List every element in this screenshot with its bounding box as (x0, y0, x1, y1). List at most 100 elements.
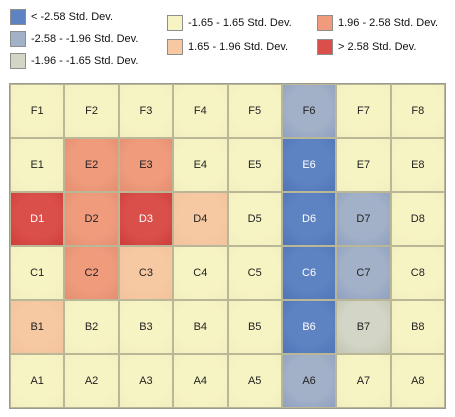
cell-label: F3 (139, 105, 153, 117)
legend-item: > 2.58 Std. Dev. (317, 38, 416, 56)
grid-cell-e7: E7 (336, 138, 391, 192)
cell-label: F4 (193, 105, 207, 117)
cell-label: D1 (30, 213, 45, 225)
cell-label: E5 (247, 159, 262, 171)
cell-label: B3 (139, 321, 153, 333)
legend-swatch (317, 39, 333, 55)
legend-label: -1.96 - -1.65 Std. Dev. (31, 55, 139, 67)
grid-cell-e2: E2 (64, 138, 119, 192)
grid-cell-a7: A7 (336, 354, 391, 408)
legend-label: 1.96 - 2.58 Std. Dev. (338, 17, 439, 29)
grid-cell-a1: A1 (10, 354, 65, 408)
legend-label: > 2.58 Std. Dev. (338, 41, 417, 53)
grid-cell-b3: B3 (118, 300, 174, 354)
grid-cell-a3: A3 (118, 354, 174, 408)
cell-label: E3 (139, 159, 153, 171)
grid-cell-b4: B4 (173, 300, 228, 354)
grid-cell-f1: F1 (10, 84, 65, 138)
grid-cell-f5: F5 (227, 84, 282, 138)
cell-label: F6 (302, 105, 316, 117)
grid-cell-d7: D7 (336, 192, 391, 246)
cell-label: D2 (84, 213, 99, 225)
grid-cell-d3: D3 (118, 192, 174, 246)
cell-label: F5 (248, 105, 262, 117)
cell-label: F8 (411, 105, 425, 117)
grid-cell-e8: E8 (390, 138, 445, 192)
cell-label: D5 (247, 213, 262, 225)
grid-cell-c2: C2 (64, 246, 119, 300)
legend-swatch (10, 9, 26, 25)
legend-swatch (167, 39, 183, 55)
cell-label: D3 (138, 213, 153, 225)
cell-label: C6 (302, 267, 317, 279)
legend-swatch (317, 15, 333, 31)
cell-label: D6 (302, 213, 317, 225)
grid-cell-f6: F6 (281, 84, 337, 138)
grid-cell-f7: F7 (336, 84, 391, 138)
legend-label: < -2.58 Std. Dev. (31, 11, 114, 23)
grid-cell-c3: C3 (118, 246, 174, 300)
grid-cell-d5: D5 (227, 192, 282, 246)
grid-cell-a6: A6 (281, 354, 337, 408)
grid-cell-c6: C6 (281, 246, 337, 300)
cell-label: D8 (410, 213, 425, 225)
grid-cell-a5: A5 (227, 354, 282, 408)
grid-cell-b2: B2 (64, 300, 119, 354)
legend-item: < -2.58 Std. Dev. (10, 8, 113, 26)
grid-cell-a8: A8 (390, 354, 445, 408)
cell-label: A1 (30, 375, 44, 387)
legend-label: -2.58 - -1.96 Std. Dev. (31, 33, 139, 45)
legend-item: -2.58 - -1.96 Std. Dev. (10, 30, 138, 48)
grid-cell-e6: E6 (281, 138, 337, 192)
cell-label: C7 (356, 267, 371, 279)
cell-label: B7 (356, 321, 371, 333)
grid-cell-a4: A4 (173, 354, 228, 408)
grid-cell-e5: E5 (227, 138, 282, 192)
grid-cell-f3: F3 (118, 84, 174, 138)
cell-label: E2 (84, 159, 99, 171)
grid-cell-f2: F2 (64, 84, 119, 138)
grid-cell-d6: D6 (281, 192, 337, 246)
cell-label: A8 (411, 375, 425, 387)
cell-label: A4 (193, 375, 208, 387)
grid-cell-b7: B7 (336, 300, 391, 354)
grid-cell-c4: C4 (173, 246, 228, 300)
cell-label: E7 (356, 159, 371, 171)
cell-label: C5 (247, 267, 262, 279)
cell-label: B6 (302, 321, 316, 333)
grid-cell-d8: D8 (390, 192, 445, 246)
legend-item: -1.65 - 1.65 Std. Dev. (167, 14, 292, 32)
cell-label: B8 (411, 321, 425, 333)
grid-cell-d2: D2 (64, 192, 119, 246)
grid-cell-b5: B5 (227, 300, 282, 354)
cell-label: B4 (193, 321, 208, 333)
cell-label: C3 (138, 267, 153, 279)
grid-cell-f8: F8 (390, 84, 445, 138)
cell-label: E8 (411, 159, 425, 171)
cell-label: C4 (193, 267, 208, 279)
grid-map: F1 F2 F3 F4 F5 F6 F7 F8 E1 E2 E3 E4 E5 E6 E7 E8 D1 D2 D3 D4… (9, 83, 446, 409)
cell-label: B1 (30, 321, 44, 333)
cell-label: E1 (30, 159, 44, 171)
grid-cell-b8: B8 (390, 300, 445, 354)
grid-cell-b6: B6 (281, 300, 337, 354)
grid-cell-c1: C1 (10, 246, 65, 300)
grid-cell-c8: C8 (390, 246, 445, 300)
cell-label: F2 (85, 105, 98, 117)
legend-label: -1.65 - 1.65 Std. Dev. (188, 17, 292, 29)
grid-cell-b1: B1 (10, 300, 65, 354)
legend-swatch (167, 15, 183, 31)
cell-label: E4 (193, 159, 208, 171)
cell-label: F7 (357, 105, 370, 117)
cell-label: C1 (30, 267, 45, 279)
grid-cell-f4: F4 (173, 84, 228, 138)
legend: < -2.58 Std. Dev. -2.58 - -1.96 Std. Dev.… (0, 0, 455, 78)
cell-label: A3 (139, 375, 153, 387)
legend-label: 1.65 - 1.96 Std. Dev. (188, 41, 289, 53)
grid-cell-d1: D1 (10, 192, 65, 246)
cell-label: C8 (410, 267, 425, 279)
cell-label: A6 (302, 375, 316, 387)
legend-swatch (10, 31, 26, 47)
cell-label: A5 (247, 375, 262, 387)
cell-label: E6 (302, 159, 316, 171)
